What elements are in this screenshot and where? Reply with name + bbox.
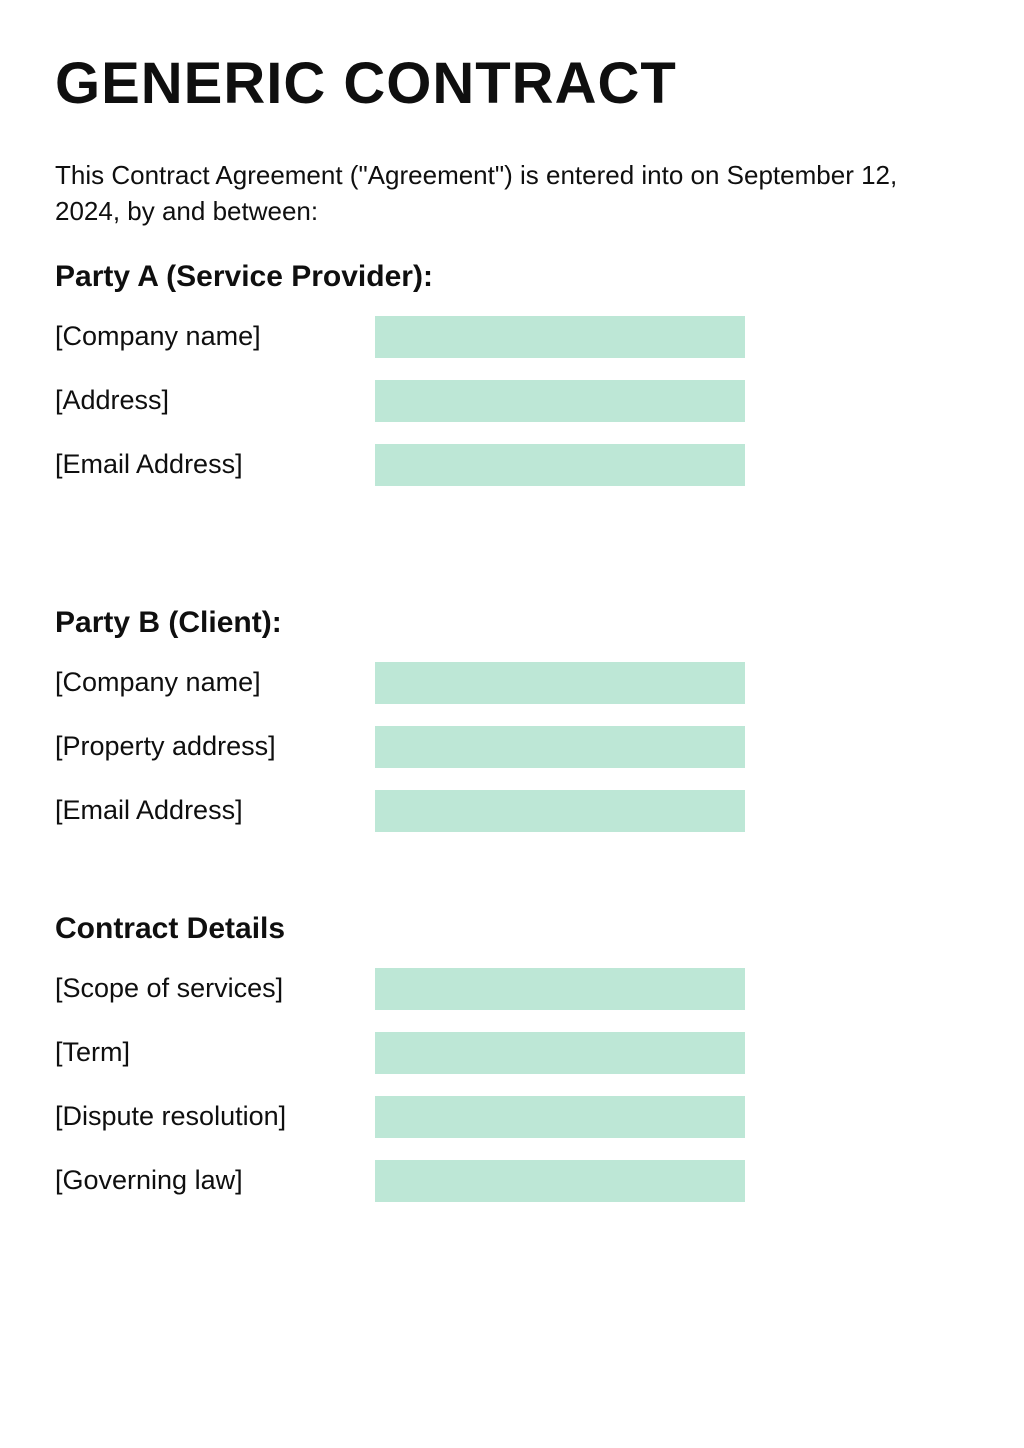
field-label-email: [Email Address] (55, 449, 375, 480)
field-row: [Property address] (55, 726, 969, 768)
section-heading-party-a: Party A (Service Provider): (55, 260, 969, 294)
section-heading-contract-details: Contract Details (55, 912, 969, 946)
field-label-company-name: [Company name] (55, 321, 375, 352)
field-label-governing-law: [Governing law] (55, 1165, 375, 1196)
field-input-term[interactable] (375, 1032, 745, 1074)
field-input-company-name[interactable] (375, 316, 745, 358)
section-spacer (55, 508, 969, 578)
field-row: [Governing law] (55, 1160, 969, 1202)
field-label-address: [Address] (55, 385, 375, 416)
field-input-governing-law[interactable] (375, 1160, 745, 1202)
section-spacer (55, 854, 969, 884)
field-input-dispute[interactable] (375, 1096, 745, 1138)
field-row: [Email Address] (55, 790, 969, 832)
field-row: [Dispute resolution] (55, 1096, 969, 1138)
field-input-property-address[interactable] (375, 726, 745, 768)
field-row: [Email Address] (55, 444, 969, 486)
document-title: GENERIC CONTRACT (55, 50, 969, 117)
field-label-term: [Term] (55, 1037, 375, 1068)
field-label-scope: [Scope of services] (55, 973, 375, 1004)
field-label-property-address: [Property address] (55, 731, 375, 762)
field-input-scope[interactable] (375, 968, 745, 1010)
field-input-email[interactable] (375, 444, 745, 486)
section-heading-party-b: Party B (Client): (55, 606, 969, 640)
field-label-dispute: [Dispute resolution] (55, 1101, 375, 1132)
field-row: [Term] (55, 1032, 969, 1074)
field-row: [Address] (55, 380, 969, 422)
field-input-company-name[interactable] (375, 662, 745, 704)
intro-paragraph: This Contract Agreement ("Agreement") is… (55, 157, 935, 230)
field-label-email: [Email Address] (55, 795, 375, 826)
field-row: [Scope of services] (55, 968, 969, 1010)
field-label-company-name: [Company name] (55, 667, 375, 698)
field-row: [Company name] (55, 316, 969, 358)
field-input-address[interactable] (375, 380, 745, 422)
field-row: [Company name] (55, 662, 969, 704)
field-input-email[interactable] (375, 790, 745, 832)
